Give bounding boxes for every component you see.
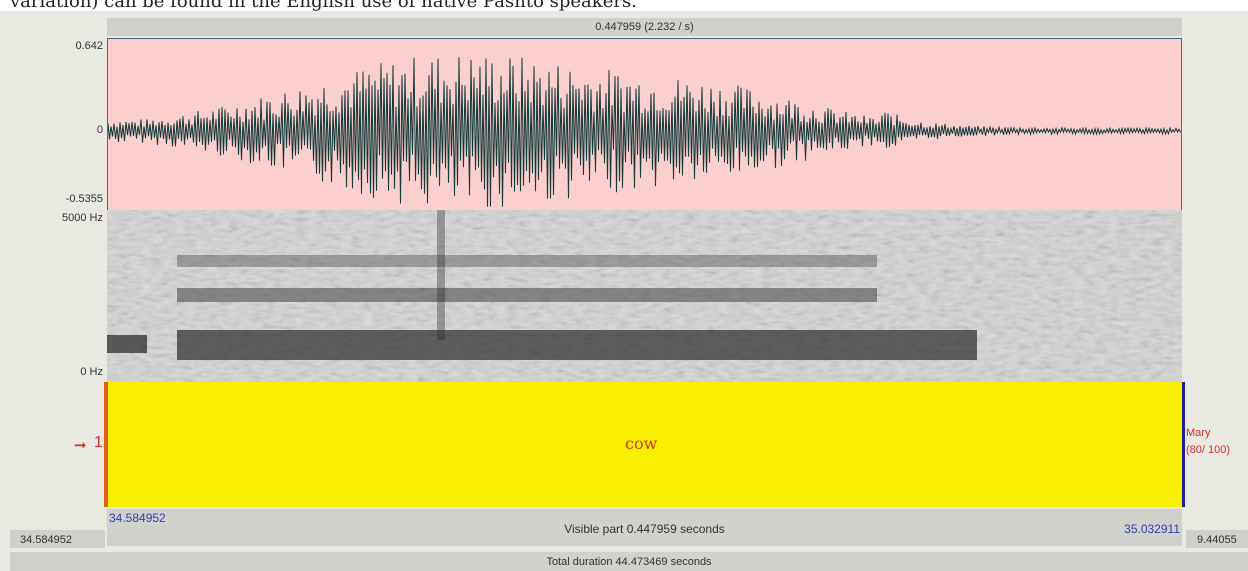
end-time: 9.44055 [1197, 534, 1237, 546]
spectrogram [107, 210, 1182, 382]
total-duration: Total duration 44.473469 seconds [10, 556, 1248, 568]
waveform-zero: 0 [97, 124, 103, 136]
window-duration: 0.447959 (2.232 / s) [107, 21, 1182, 33]
waveform-min: -0.5355 [66, 193, 103, 205]
waveform-max: 0.642 [75, 40, 103, 52]
tier-number: 1 [94, 434, 103, 452]
spectrogram-max: 5000 Hz [62, 212, 103, 224]
speaker-name: Mary [1186, 427, 1210, 439]
tier-arrow: ➞ [74, 436, 87, 454]
tier-right-border [1182, 382, 1185, 507]
interval-label[interactable]: cow [625, 434, 657, 453]
page: variation) can be found in the English u… [0, 0, 1248, 571]
waveform [108, 57, 1181, 207]
spectrogram-min: 0 Hz [80, 366, 103, 378]
visible-part: Visible part 0.447959 seconds [107, 522, 1182, 536]
start-time: 34.584952 [20, 534, 72, 546]
visible-end: 35.032911 [1124, 522, 1180, 536]
waveform-svg [108, 39, 1181, 210]
speaker-progress: (80/ 100) [1186, 444, 1230, 456]
